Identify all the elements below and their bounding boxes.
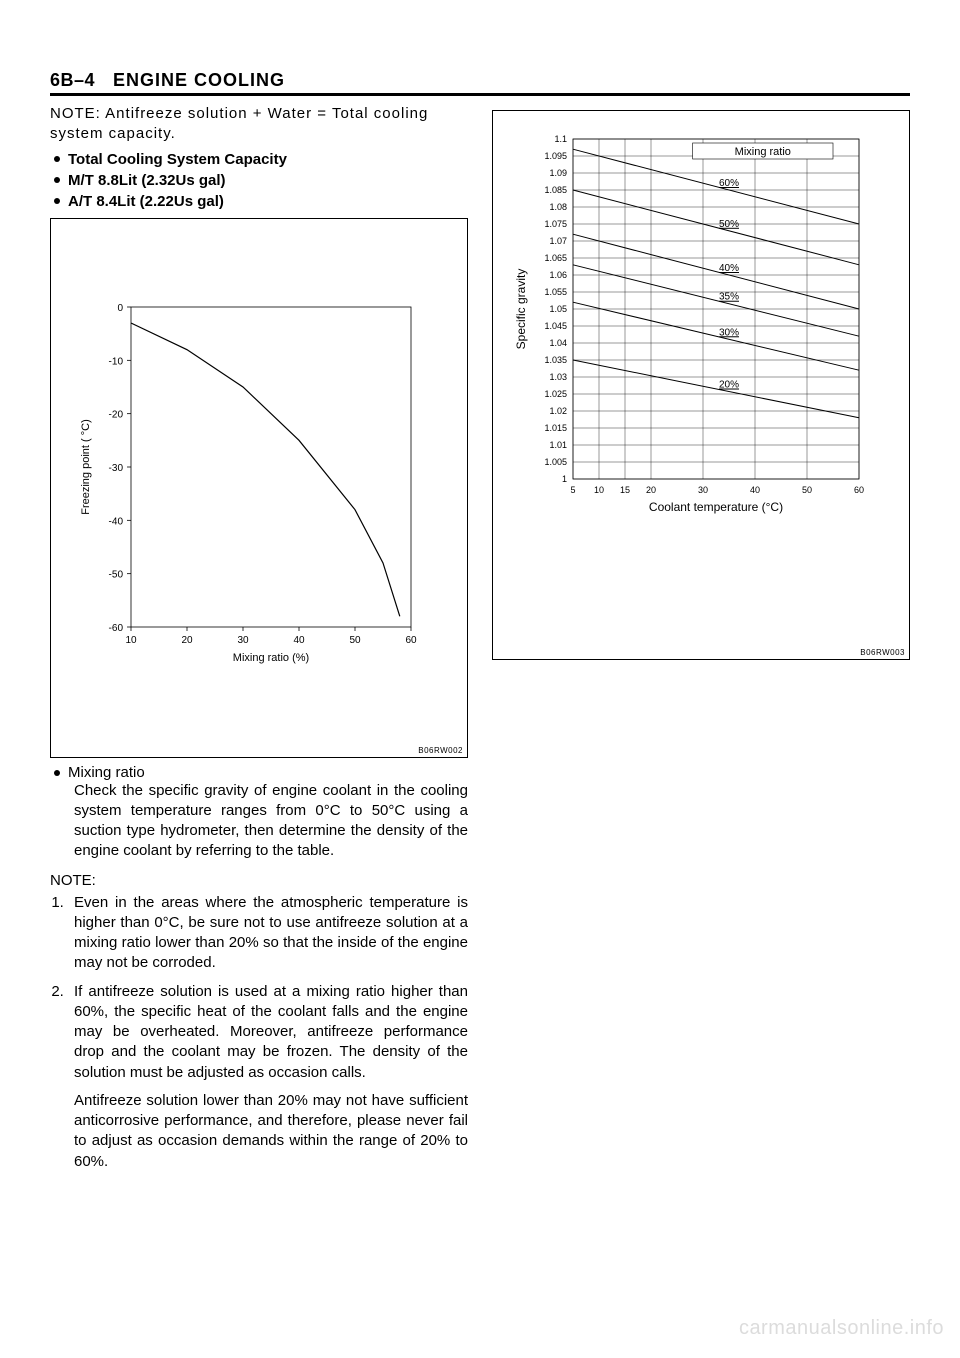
svg-text:50%: 50% [719,219,739,230]
bullet-mt: M/T 8.8Lit (2.32Us gal) [68,170,468,191]
svg-text:50: 50 [802,485,812,495]
note-2: If antifreeze solution is used at a mixi… [68,982,468,1083]
svg-text:1.055: 1.055 [544,287,567,297]
note-heading: NOTE: [50,872,468,889]
note-1: Even in the areas where the atmospheric … [68,893,468,974]
page-header: 6B–4 ENGINE COOLING [50,70,910,96]
svg-text:1.025: 1.025 [544,389,567,399]
svg-text:1.04: 1.04 [549,338,567,348]
svg-text:30%: 30% [719,327,739,338]
watermark: carmanualsonline.info [739,1317,944,1340]
bullet-at: A/T 8.4Lit (2.22Us gal) [68,191,468,212]
trailing-para: Antifreeze solution lower than 20% may n… [74,1091,468,1172]
left-column: NOTE: Antifreeze solution + Water = Tota… [50,104,468,1172]
freezing-point-chart: 0 -10 -20 -30 -40 -50 -6010 20 30 40 50 60 Mixing ra… [59,227,459,747]
svg-text:1.035: 1.035 [544,355,567,365]
content-columns: NOTE: Antifreeze solution + Water = Tota… [50,104,910,1172]
svg-text:40: 40 [750,485,760,495]
svg-text:40: 40 [293,635,305,646]
right-column: 1 1.005 1.01 1.015 1.02 1.025 1.03 1.035 1.04 1.0… [492,104,910,1172]
svg-text:-50: -50 [109,569,124,580]
svg-text:30: 30 [698,485,708,495]
figure-code-2: B06RW003 [860,648,905,657]
svg-text:1.065: 1.065 [544,253,567,263]
svg-text:Specific gravity: Specific gravity [514,269,528,350]
svg-text:1.08: 1.08 [549,202,567,212]
svg-text:1.045: 1.045 [544,321,567,331]
svg-text:60%: 60% [719,178,739,189]
svg-text:5: 5 [570,485,575,495]
figure-code-1: B06RW002 [418,746,463,755]
svg-text:1.09: 1.09 [549,168,567,178]
note-intro: NOTE: Antifreeze solution + Water = Tota… [50,104,468,145]
svg-text:-40: -40 [109,516,124,527]
specific-gravity-chart: 1 1.005 1.01 1.015 1.02 1.025 1.03 1.035 1.04 1.0… [501,119,901,649]
svg-text:1.095: 1.095 [544,151,567,161]
svg-text:-60: -60 [109,623,124,634]
capacity-bullets: Total Cooling System Capacity M/T 8.8Lit… [68,149,468,212]
svg-text:-10: -10 [109,356,124,367]
svg-text:1.02: 1.02 [549,406,567,416]
svg-text:Mixing ratio: Mixing ratio [735,146,791,158]
svg-text:30: 30 [237,635,249,646]
svg-text:20: 20 [646,485,656,495]
svg-text:60: 60 [854,485,864,495]
mixing-ratio-label: Mixing ratio [68,764,468,781]
section-number: 6B–4 [50,70,95,91]
svg-text:1.1: 1.1 [554,134,567,144]
svg-text:50: 50 [349,635,361,646]
svg-text:Freezing point ( °C): Freezing point ( °C) [80,419,92,515]
svg-text:0: 0 [117,303,123,314]
svg-text:20: 20 [181,635,193,646]
section-title: ENGINE COOLING [113,70,285,91]
svg-text:Coolant temperature (°C): Coolant temperature (°C) [649,500,783,514]
svg-text:1.015: 1.015 [544,423,567,433]
svg-text:-20: -20 [109,409,124,420]
mixing-ratio-para: Check the specific gravity of engine coo… [74,781,468,862]
svg-text:1: 1 [562,474,567,484]
svg-text:15: 15 [620,485,630,495]
svg-text:1.01: 1.01 [549,440,567,450]
svg-text:1.085: 1.085 [544,185,567,195]
svg-text:40%: 40% [719,263,739,274]
svg-text:1.06: 1.06 [549,270,567,280]
svg-text:1.03: 1.03 [549,372,567,382]
svg-text:10: 10 [594,485,604,495]
mixing-ratio-bullet: Mixing ratio [68,764,468,781]
svg-text:1.005: 1.005 [544,457,567,467]
svg-text:1.075: 1.075 [544,219,567,229]
svg-text:20%: 20% [719,380,739,391]
svg-text:Mixing ratio (%): Mixing ratio (%) [233,652,309,664]
svg-text:60: 60 [405,635,417,646]
figure-specific-gravity: 1 1.005 1.01 1.015 1.02 1.025 1.03 1.035 1.04 1.0… [492,110,910,660]
bullet-capacity-heading: Total Cooling System Capacity [68,149,468,170]
svg-text:-30: -30 [109,463,124,474]
svg-text:35%: 35% [719,292,739,303]
figure-freezing-point: 0 -10 -20 -30 -40 -50 -6010 20 30 40 50 60 Mixing ra… [50,218,468,758]
note-list: Even in the areas where the atmospheric … [68,893,468,1083]
svg-text:1.07: 1.07 [549,236,567,246]
svg-text:1.05: 1.05 [549,304,567,314]
svg-text:10: 10 [125,635,137,646]
